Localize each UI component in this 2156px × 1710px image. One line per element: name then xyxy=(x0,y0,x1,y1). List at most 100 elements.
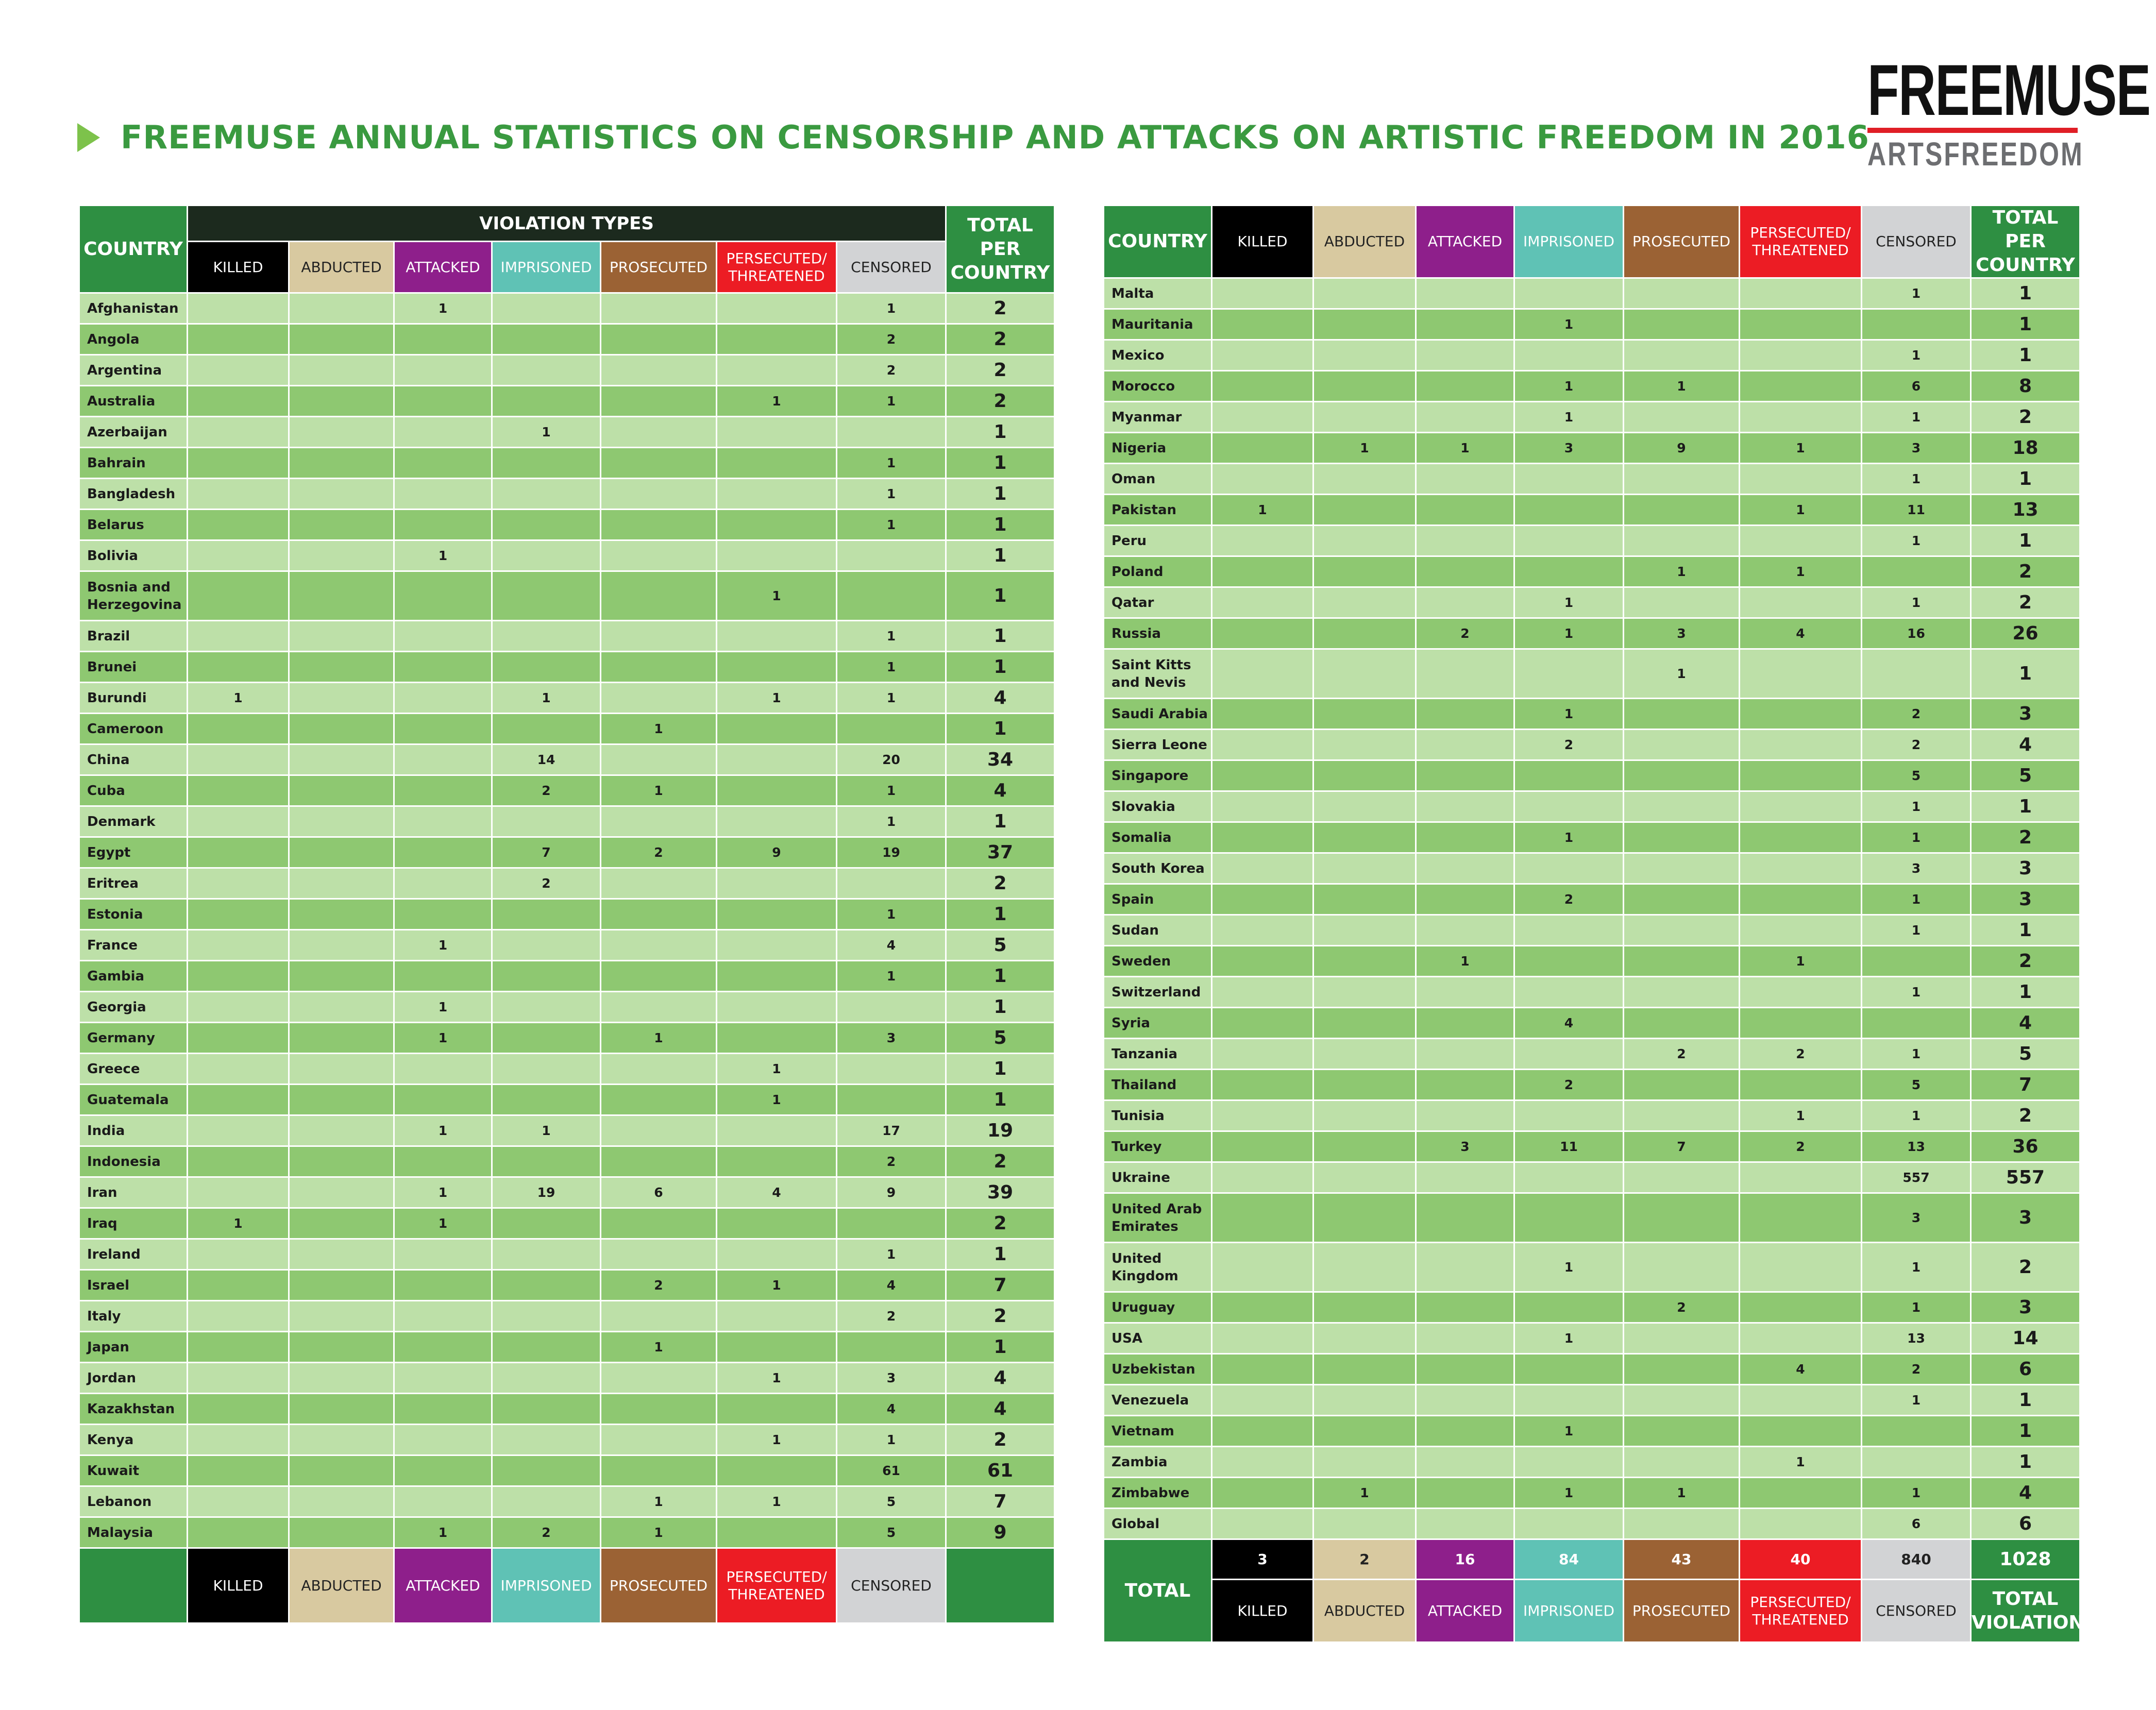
value-cell: 4 xyxy=(716,1176,837,1209)
table-row: Poland 1 1 2 xyxy=(1103,555,2081,588)
attacked-header: ATTACKED xyxy=(393,241,493,294)
value-cell xyxy=(1415,401,1515,433)
value-cell: 7 xyxy=(491,836,601,869)
value-cell xyxy=(1211,1508,1314,1540)
country-cell: Pakistan xyxy=(1103,494,1212,526)
value-cell xyxy=(600,743,717,776)
value-cell xyxy=(1739,1384,1862,1416)
value-cell xyxy=(393,416,493,448)
value-cell xyxy=(1312,945,1417,977)
value-cell xyxy=(393,620,493,652)
value-cell xyxy=(716,651,837,683)
country-cell: Denmark xyxy=(78,805,188,838)
value-cell: 1 xyxy=(393,991,493,1023)
country-cell: Tunisia xyxy=(1103,1099,1212,1132)
value-cell xyxy=(1415,1161,1515,1194)
value-cell xyxy=(600,570,717,621)
table-row: Singapore 5 5 xyxy=(1103,759,2081,792)
value-cell xyxy=(288,1300,395,1332)
value-cell: 1 xyxy=(600,1022,717,1054)
value-cell xyxy=(1211,339,1314,371)
value-cell xyxy=(1739,1415,1862,1447)
country-cell: Eritrea xyxy=(78,867,188,900)
value-cell xyxy=(1312,852,1417,885)
country-cell: United Arab Emirates xyxy=(1103,1192,1212,1243)
grand-total: 1028 xyxy=(1970,1538,2081,1580)
value-cell: 6 xyxy=(1861,1508,1972,1540)
value-cell xyxy=(600,354,717,386)
table-row: Nigeria 1 1 3 9 1 3 18 xyxy=(1103,432,2081,464)
table-row: Sierra Leone 2 2 4 xyxy=(1103,729,2081,761)
value-cell xyxy=(1513,945,1624,977)
value-cell xyxy=(1739,401,1862,433)
total-attacked: 16 xyxy=(1415,1538,1515,1580)
value-cell xyxy=(1312,1242,1417,1293)
censored-footer: CENSORED xyxy=(1861,1579,1972,1643)
country-cell: Brazil xyxy=(78,620,188,652)
country-cell: Singapore xyxy=(1103,759,1212,792)
row-total-cell: 6 xyxy=(1970,1353,2081,1385)
value-cell: 17 xyxy=(835,1114,947,1147)
country-cell: Greece xyxy=(78,1053,188,1085)
abducted-footer: ABDUCTED xyxy=(1312,1579,1417,1643)
value-cell xyxy=(1211,1069,1314,1101)
value-cell xyxy=(1739,524,1862,557)
value-cell: 1 xyxy=(716,682,837,714)
country-cell: Russia xyxy=(1103,617,1212,650)
value-cell xyxy=(187,1331,290,1363)
value-cell xyxy=(716,805,837,838)
country-cell: Bahrain xyxy=(78,447,188,479)
abducted-header: ABDUCTED xyxy=(288,241,395,294)
row-total-cell: 1 xyxy=(945,1053,1056,1085)
value-cell: 2 xyxy=(491,1516,601,1549)
table-row: Spain 2 1 3 xyxy=(1103,883,2081,916)
value-cell xyxy=(1211,1384,1314,1416)
table-row: Mauritania 1 1 xyxy=(1103,308,2081,341)
value-cell xyxy=(187,1454,290,1487)
value-cell xyxy=(1739,976,1862,1008)
value-cell: 2 xyxy=(1861,698,1972,730)
country-cell: Saudi Arabia xyxy=(1103,698,1212,730)
country-cell: Iraq xyxy=(78,1207,188,1240)
value-cell xyxy=(187,570,290,621)
row-total-cell: 2 xyxy=(945,1145,1056,1178)
value-cell xyxy=(288,1176,395,1209)
value-cell: 4 xyxy=(1513,1007,1624,1039)
value-cell: 1 xyxy=(835,1424,947,1456)
value-cell xyxy=(1513,648,1624,699)
value-cell xyxy=(1415,648,1515,699)
value-cell xyxy=(1623,1192,1740,1243)
value-cell xyxy=(1623,1508,1740,1540)
value-cell: 2 xyxy=(1739,1130,1862,1163)
value-cell: 1 xyxy=(1861,1384,1972,1416)
value-cell xyxy=(1513,1192,1624,1243)
value-cell xyxy=(1861,648,1972,699)
value-cell xyxy=(1415,1242,1515,1293)
value-cell xyxy=(1623,1007,1740,1039)
value-cell: 1 xyxy=(1513,370,1624,402)
row-total-cell: 1 xyxy=(945,509,1056,541)
value-cell xyxy=(600,1362,717,1394)
row-total-cell: 4 xyxy=(945,1362,1056,1394)
table-row: Cuba 2 1 1 4 xyxy=(78,774,1056,807)
value-cell xyxy=(288,1145,395,1178)
country-cell: Bolivia xyxy=(78,539,188,572)
country-cell: Zambia xyxy=(1103,1446,1212,1478)
value-cell xyxy=(1211,1130,1314,1163)
value-cell xyxy=(1861,555,1972,588)
value-cell: 6 xyxy=(1861,370,1972,402)
value-cell xyxy=(187,620,290,652)
row-total-cell: 2 xyxy=(945,1300,1056,1332)
value-cell: 1 xyxy=(716,385,837,417)
country-cell: Bangladesh xyxy=(78,478,188,510)
table-row: Kazakhstan 4 4 xyxy=(78,1393,1056,1425)
value-cell: 2 xyxy=(1861,1353,1972,1385)
row-total-cell: 36 xyxy=(1970,1130,2081,1163)
row-total-cell: 1 xyxy=(945,898,1056,930)
value-cell: 1 xyxy=(393,292,493,325)
value-cell xyxy=(1211,1477,1314,1509)
country-header: COUNTRY xyxy=(1103,205,1212,279)
value-cell xyxy=(393,836,493,869)
value-cell xyxy=(1623,494,1740,526)
value-cell xyxy=(1312,494,1417,526)
